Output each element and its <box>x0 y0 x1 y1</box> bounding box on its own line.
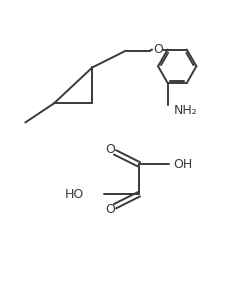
Text: HO: HO <box>65 188 84 201</box>
Text: O: O <box>153 43 163 56</box>
Text: O: O <box>105 143 115 156</box>
Text: O: O <box>105 203 115 216</box>
Text: OH: OH <box>174 158 193 171</box>
Text: NH₂: NH₂ <box>174 104 197 117</box>
